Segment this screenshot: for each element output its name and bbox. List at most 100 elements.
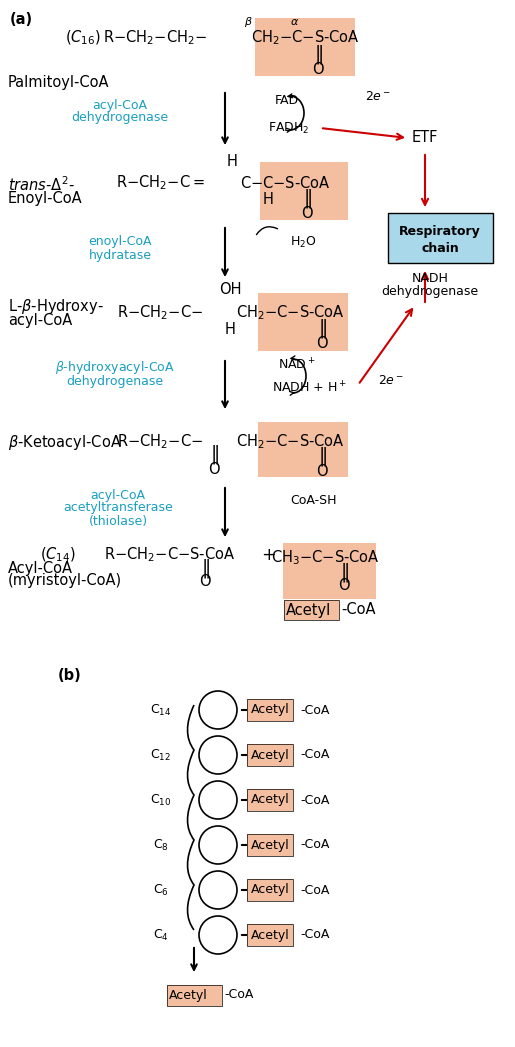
Text: O: O <box>338 578 350 593</box>
Text: R$-$CH$_2$$-$C$=$: R$-$CH$_2$$-$C$=$ <box>116 174 204 193</box>
Text: chain: chain <box>421 242 459 254</box>
Text: NADH + H$^+$: NADH + H$^+$ <box>272 380 347 396</box>
Bar <box>247 925 293 946</box>
Text: -CoA: -CoA <box>300 749 330 761</box>
Text: R$-$CH$_2$$-$C$-$S-CoA: R$-$CH$_2$$-$C$-$S-CoA <box>105 545 235 564</box>
Text: -CoA: -CoA <box>300 884 330 896</box>
Text: -CoA: -CoA <box>341 602 375 618</box>
Text: R$-$CH$_2$$-$C$-$: R$-$CH$_2$$-$C$-$ <box>117 304 203 322</box>
Text: C$_6$: C$_6$ <box>153 883 169 897</box>
Text: acyl-CoA: acyl-CoA <box>8 312 72 328</box>
Text: Acetyl: Acetyl <box>251 884 289 896</box>
Text: Acetyl: Acetyl <box>251 839 289 851</box>
Text: -CoA: -CoA <box>224 988 253 1002</box>
Bar <box>247 925 293 946</box>
Text: C$_{12}$: C$_{12}$ <box>150 748 171 762</box>
Text: $\beta$-Ketoacyl-CoA: $\beta$-Ketoacyl-CoA <box>8 432 122 451</box>
Text: acetyltransferase: acetyltransferase <box>63 502 173 514</box>
Bar <box>247 744 293 766</box>
Text: acyl-CoA: acyl-CoA <box>91 489 146 502</box>
Text: $\|$: $\|$ <box>200 557 210 579</box>
Text: $2e^-$: $2e^-$ <box>378 374 404 386</box>
Text: (b): (b) <box>58 668 82 683</box>
Text: $2e^-$: $2e^-$ <box>365 90 391 104</box>
Text: L-$\beta$-Hydroxy-: L-$\beta$-Hydroxy- <box>8 297 104 316</box>
Text: CH$_2$$-$C$-$S-CoA: CH$_2$$-$C$-$S-CoA <box>236 432 345 451</box>
Text: Acetyl: Acetyl <box>286 602 331 618</box>
Text: O: O <box>312 63 324 77</box>
Text: Acyl-CoA: Acyl-CoA <box>8 560 73 576</box>
Text: C$_{10}$: C$_{10}$ <box>150 793 171 807</box>
Text: O: O <box>316 335 328 351</box>
Bar <box>247 879 293 901</box>
Text: FADH$_2$: FADH$_2$ <box>268 120 310 135</box>
Text: -CoA: -CoA <box>300 839 330 851</box>
Text: $\|$: $\|$ <box>210 444 218 467</box>
Text: $\|$: $\|$ <box>303 186 312 209</box>
Text: $trans$-$\Delta^2$-: $trans$-$\Delta^2$- <box>8 176 75 195</box>
Bar <box>167 985 222 1006</box>
Text: C$_4$: C$_4$ <box>153 928 169 942</box>
Bar <box>283 543 376 599</box>
Text: $\|$: $\|$ <box>318 316 327 339</box>
Text: hydratase: hydratase <box>89 248 151 262</box>
Text: Palmitoyl-CoA: Palmitoyl-CoA <box>8 74 110 89</box>
Text: Acetyl: Acetyl <box>251 794 289 806</box>
Bar <box>247 789 293 811</box>
Text: -CoA: -CoA <box>300 929 330 941</box>
Text: O: O <box>208 463 220 477</box>
Text: (a): (a) <box>10 12 33 27</box>
Text: dehydrogenase: dehydrogenase <box>382 285 478 297</box>
Text: CH$_2$$-$C$-$S-CoA: CH$_2$$-$C$-$S-CoA <box>236 304 345 322</box>
Text: Acetyl: Acetyl <box>251 704 289 716</box>
Bar <box>258 293 348 351</box>
Text: H$_2$O: H$_2$O <box>290 235 317 249</box>
Text: O: O <box>301 205 313 221</box>
Bar <box>247 879 293 901</box>
Text: H: H <box>263 193 273 207</box>
Text: -CoA: -CoA <box>300 704 330 716</box>
Bar <box>388 213 493 263</box>
Text: (thiolase): (thiolase) <box>89 514 148 528</box>
Bar <box>247 744 293 766</box>
Text: (myristoyl-CoA): (myristoyl-CoA) <box>8 574 122 588</box>
Text: H: H <box>225 322 235 337</box>
Bar <box>247 789 293 811</box>
Bar <box>247 699 293 721</box>
Text: $\beta$: $\beta$ <box>244 15 252 29</box>
Text: C$-$C$-$S-CoA: C$-$C$-$S-CoA <box>239 175 330 191</box>
Text: $\|$: $\|$ <box>314 44 322 67</box>
Text: OH: OH <box>219 283 241 297</box>
Text: CH$_3$$-$C$-$S-CoA: CH$_3$$-$C$-$S-CoA <box>271 549 380 567</box>
Text: Acetyl: Acetyl <box>169 988 208 1002</box>
Text: Enoyl-CoA: Enoyl-CoA <box>8 191 82 205</box>
Text: dehydrogenase: dehydrogenase <box>66 375 164 387</box>
Text: Acetyl: Acetyl <box>251 749 289 761</box>
Text: acyl-CoA: acyl-CoA <box>93 98 147 111</box>
Bar <box>247 699 293 721</box>
Bar <box>284 600 339 620</box>
Text: CoA-SH: CoA-SH <box>290 493 336 507</box>
Text: dehydrogenase: dehydrogenase <box>72 111 168 125</box>
Text: O: O <box>316 464 328 478</box>
Text: -CoA: -CoA <box>300 794 330 806</box>
Bar <box>247 834 293 856</box>
Text: enoyl-CoA: enoyl-CoA <box>88 236 152 248</box>
Text: NADH: NADH <box>411 271 449 285</box>
Bar <box>255 18 355 76</box>
Bar <box>260 162 348 220</box>
Text: $(C_{16})$: $(C_{16})$ <box>65 29 101 47</box>
Bar <box>167 985 222 1006</box>
Text: $\|$: $\|$ <box>318 445 327 468</box>
Text: R$-$CH$_2$$-$CH$_2$$-$: R$-$CH$_2$$-$CH$_2$$-$ <box>103 28 207 47</box>
Text: Respiratory: Respiratory <box>399 225 481 239</box>
Text: Acetyl: Acetyl <box>251 929 289 941</box>
Text: ETF: ETF <box>412 131 438 146</box>
Text: FAD: FAD <box>275 93 299 107</box>
Text: $\alpha$: $\alpha$ <box>290 17 300 27</box>
Text: C$_8$: C$_8$ <box>153 838 169 852</box>
Text: O: O <box>199 574 211 588</box>
Text: $\beta$-hydroxyacyl-CoA: $\beta$-hydroxyacyl-CoA <box>55 359 175 377</box>
Text: NAD$^+$: NAD$^+$ <box>278 357 316 373</box>
Text: R$-$CH$_2$$-$C$-$: R$-$CH$_2$$-$C$-$ <box>117 432 203 451</box>
